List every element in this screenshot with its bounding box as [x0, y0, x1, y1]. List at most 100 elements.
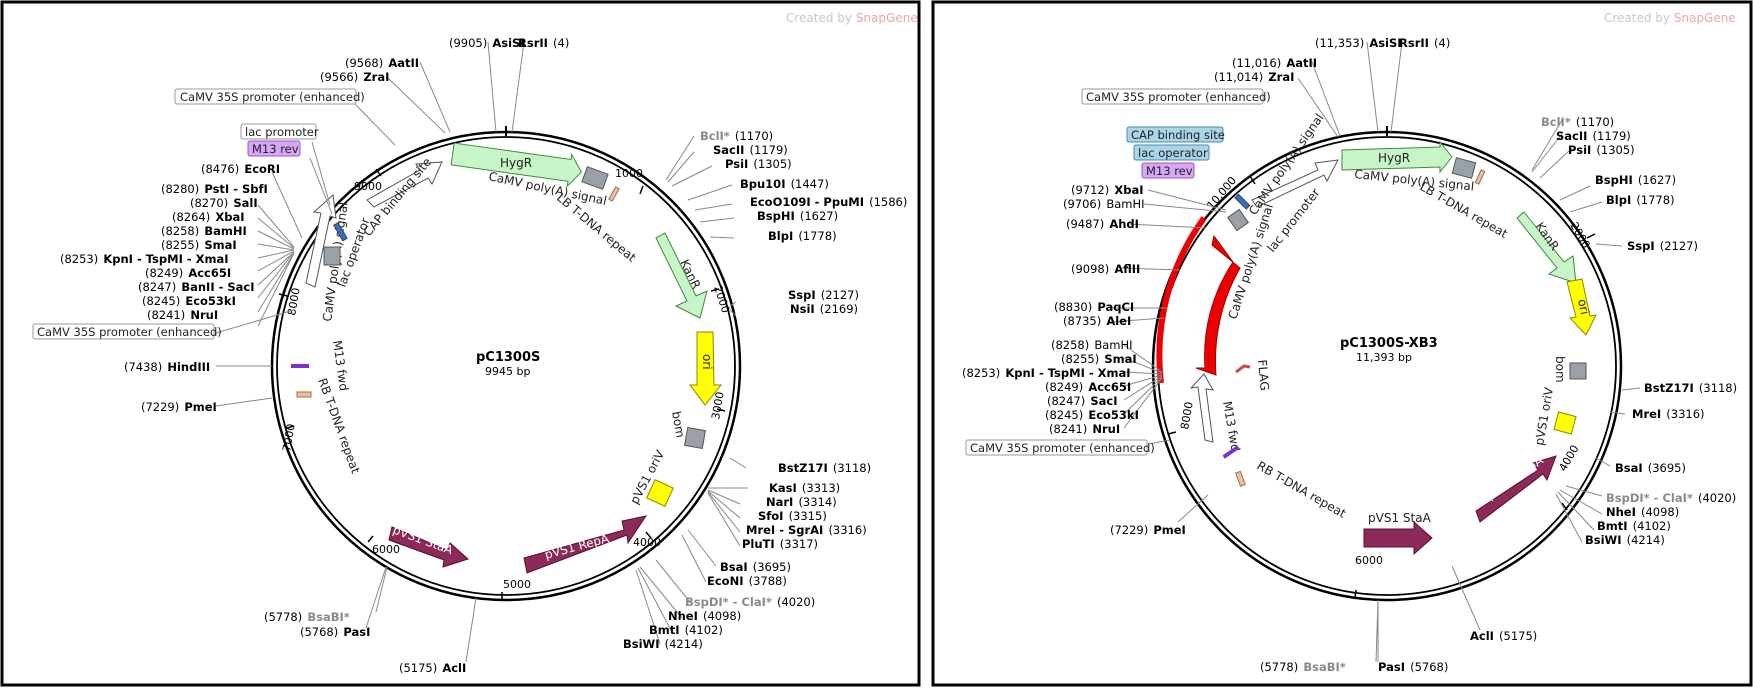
cap-binding-box [1126, 126, 1224, 143]
svg-text:(8735) AleI: (8735) AleI [1063, 310, 1131, 329]
svg-text:PsiI (1305): PsiI (1305) [725, 153, 792, 172]
cap-binding-box-label: CAP binding site [1131, 128, 1225, 142]
svg-text:KasI (3313): KasI (3313) [769, 477, 840, 496]
svg-text:(9566) ZraI: (9566) ZraI [320, 66, 389, 85]
polya-signal-box [1451, 157, 1477, 179]
svg-text:(9568) AatII: (9568) AatII [345, 52, 419, 71]
camv-promoter-box-bottom-label: CaMV 35S promoter (enhanced) [970, 441, 1155, 455]
svg-text:BmtI (4102): BmtI (4102) [649, 619, 723, 638]
svg-text:(8245) Eco53kI: (8245) Eco53kI [142, 290, 236, 309]
tick-marks [278, 168, 726, 600]
svg-text:(8247) SacI: (8247) SacI [1047, 390, 1117, 409]
svg-text:BclI* (1170): BclI* (1170) [700, 125, 773, 144]
flag-marker [1235, 364, 1251, 374]
plasmid-name: pC1300S-XB3 [1340, 336, 1438, 351]
xb3-feature [1195, 234, 1241, 376]
tick-label: 8000 [1178, 401, 1196, 431]
polya-signal-box [581, 166, 609, 190]
svg-text:SspI (2127): SspI (2127) [1627, 235, 1698, 254]
hygr-feature [1341, 140, 1453, 174]
m13-fwd-marker [1222, 445, 1240, 459]
svg-text:(9487) AhdI: (9487) AhdI [1066, 213, 1139, 232]
svg-text:(9712) XbaI: (9712) XbaI [1071, 179, 1143, 198]
svg-text:SspI (2127): SspI (2127) [788, 284, 859, 303]
camv-promoter-box-bottom-label: CaMV 35S promoter (enhanced) [37, 325, 222, 339]
svg-text:(8255) SmaI: (8255) SmaI [1061, 348, 1137, 367]
svg-text:AclI (5175): AclI (5175) [1470, 625, 1537, 644]
svg-text:(11,016) AatII: (11,016) AatII [1232, 52, 1317, 71]
svg-text:BlpI (1778): BlpI (1778) [768, 225, 837, 244]
plasmid-size: 9945 bp [485, 365, 530, 378]
camv-promoter-box-top [1081, 88, 1264, 105]
svg-text:EcoO109I - PpuMI (1586): EcoO109I - PpuMI (1586) [750, 191, 907, 210]
ori-feature [1566, 278, 1597, 336]
svg-text:(5768) PasI: (5768) PasI [300, 621, 370, 640]
tick-marks [1167, 175, 1596, 599]
camv-promoter-box-top-label: CaMV 35S promoter (enhanced) [1086, 90, 1271, 104]
svg-text:(8830) PaqCI: (8830) PaqCI [1054, 296, 1134, 315]
map-panel-pc1300s: Created by SnapGene 1000 2000 3000 4000 … [0, 0, 921, 687]
pvs1-oriv-box [646, 479, 674, 507]
svg-text:NheI (4098): NheI (4098) [1606, 501, 1679, 520]
restriction-sites: (11,353) AsiSI RsrII (4) (11,016) AatII … [962, 32, 1737, 675]
camv-promoter-arrow-lower [305, 193, 337, 288]
svg-text:PsiI (1305): PsiI (1305) [1568, 139, 1635, 158]
bom-box [683, 426, 707, 450]
watermark: Created by SnapGene [786, 11, 918, 25]
svg-text:PasI (5768): PasI (5768) [1378, 656, 1448, 675]
svg-text:(8476) EcoRI: (8476) EcoRI [201, 158, 280, 177]
lac-operator-box-label: lac operator [1138, 146, 1208, 160]
kanr-feature [1516, 211, 1577, 284]
svg-text:(9905) AsiSI: (9905) AsiSI [449, 32, 525, 51]
svg-text:SacII (1179): SacII (1179) [1556, 125, 1631, 144]
rb-repeat-box [296, 391, 312, 398]
m13-rev-box [247, 140, 301, 157]
tick-label: 7000 [280, 423, 298, 453]
svg-text:(8249) Acc65I: (8249) Acc65I [145, 262, 231, 281]
svg-text:BspDI* - ClaI* (4020): BspDI* - ClaI* (4020) [685, 591, 815, 610]
svg-text:EcoNI (3788): EcoNI (3788) [707, 570, 787, 589]
m13-rev-box-label: M13 rev [1146, 164, 1193, 178]
svg-text:BstZ17I (3118): BstZ17I (3118) [778, 457, 871, 476]
svg-text:(8264) XbaI: (8264) XbaI [172, 206, 244, 225]
svg-text:(8253) KpnI - TspMI - XmaI: (8253) KpnI - TspMI - XmaI [962, 362, 1131, 381]
svg-text:NsiI (2169): NsiI (2169) [790, 298, 858, 317]
polya-box-left [323, 246, 341, 266]
svg-text:(8258) BamHI: (8258) BamHI [1051, 334, 1133, 353]
svg-text:NheI (4098): NheI (4098) [668, 605, 741, 624]
svg-text:(5778) BsaBI*: (5778) BsaBI* [1260, 656, 1346, 675]
svg-text:BclI* (1170): BclI* (1170) [1541, 111, 1614, 130]
svg-text:RsrII (4): RsrII (4) [518, 32, 569, 51]
svg-text:(8270) SalI: (8270) SalI [190, 192, 258, 211]
camv-promoter-box-top [174, 88, 357, 105]
map-panel-pc1300s-xb3: Created by SnapGene XB3 2000 4000 6000 8… [931, 0, 1753, 687]
tick-label: 6000 [1355, 554, 1383, 567]
svg-text:(8253) KpnI - TspMI - XmaI: (8253) KpnI - TspMI - XmaI [60, 248, 229, 267]
svg-text:BstZ17I (3118): BstZ17I (3118) [1644, 377, 1737, 396]
tick-label: 8000 [285, 287, 303, 317]
lac-operator-box [1234, 193, 1251, 210]
kanr-feature [655, 232, 708, 319]
camv-promoter-arrow-lower [1189, 373, 1214, 443]
svg-text:(7438) HindIII: (7438) HindIII [124, 356, 210, 375]
camv-promoter-arrow-upper [366, 161, 443, 208]
svg-text:BsaI (3695): BsaI (3695) [1615, 457, 1686, 476]
bom-label: bom [669, 410, 687, 439]
lac-operator-box-label-bg [1133, 144, 1210, 161]
svg-text:BsiWI (4214): BsiWI (4214) [623, 633, 703, 652]
m13-fwd-marker [291, 364, 309, 368]
lb-repeat-box [608, 186, 620, 202]
pvs1-staa-label: pVS1 StaA [1368, 511, 1432, 525]
lac-promoter-box [240, 123, 317, 140]
svg-text:(11,353) AsiSI: (11,353) AsiSI [1315, 32, 1402, 51]
svg-text:(9098) AflII: (9098) AflII [1071, 258, 1140, 277]
pvs1-oriv-box [1553, 411, 1577, 435]
ori-label: ori [700, 354, 714, 370]
svg-text:RsrII (4): RsrII (4) [1399, 32, 1450, 51]
ori-feature [689, 331, 723, 406]
plasmid-name: pC1300S [476, 350, 540, 365]
pvs1-staa-feature [1363, 520, 1433, 556]
camv-promoter-arrow-upper [1251, 159, 1339, 208]
camv-promoter-box-bottom [32, 323, 215, 340]
svg-text:BspHI (1627): BspHI (1627) [757, 205, 838, 224]
